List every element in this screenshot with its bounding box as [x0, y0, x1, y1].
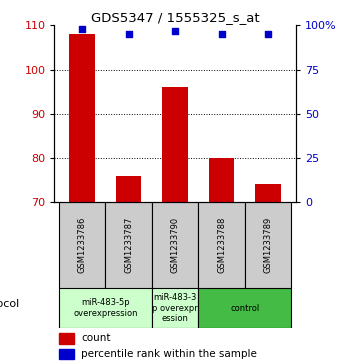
Bar	[105, 202, 152, 289]
Point	[265, 31, 271, 37]
Bar	[59, 333, 74, 343]
Text: miR-483-5p
overexpression: miR-483-5p overexpression	[73, 298, 138, 318]
Bar	[255, 184, 281, 202]
Text: GSM1233787: GSM1233787	[124, 217, 133, 273]
Text: GSM1233788: GSM1233788	[217, 217, 226, 273]
Text: GSM1233789: GSM1233789	[264, 217, 272, 273]
Point	[126, 31, 131, 37]
Bar	[198, 202, 245, 289]
Point	[80, 26, 85, 32]
Bar	[209, 158, 234, 202]
Text: GSM1233786: GSM1233786	[78, 217, 87, 273]
Bar	[59, 289, 152, 328]
Bar	[59, 349, 74, 359]
Text: GSM1233790: GSM1233790	[171, 217, 180, 273]
Bar	[152, 202, 198, 289]
Text: miR-483-3
p overexpr
ession: miR-483-3 p overexpr ession	[152, 293, 198, 323]
Bar	[198, 289, 291, 328]
Bar	[116, 176, 141, 202]
Bar	[162, 87, 188, 202]
Bar	[59, 202, 105, 289]
Text: control: control	[230, 303, 259, 313]
Title: GDS5347 / 1555325_s_at: GDS5347 / 1555325_s_at	[91, 11, 259, 24]
Point	[219, 31, 224, 37]
Bar	[245, 202, 291, 289]
Bar	[69, 34, 95, 202]
Point	[172, 28, 178, 34]
Text: percentile rank within the sample: percentile rank within the sample	[81, 349, 257, 359]
Text: protocol: protocol	[0, 299, 20, 309]
Bar	[152, 289, 198, 328]
Text: count: count	[81, 333, 111, 343]
